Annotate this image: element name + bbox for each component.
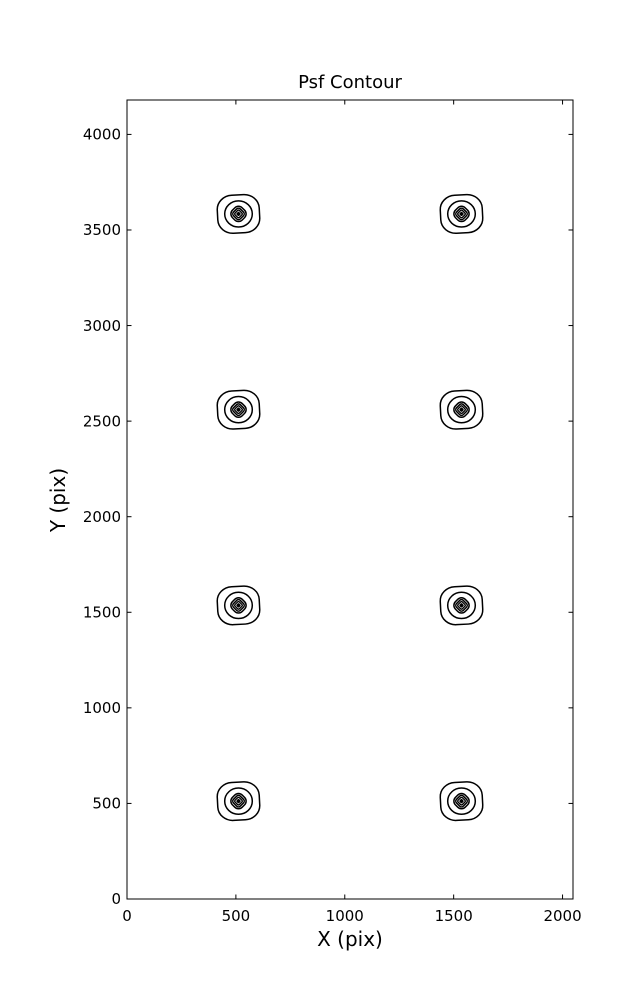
contour-ring [232,207,245,221]
contour-ring [223,591,254,620]
contour-ring [439,389,484,430]
contour-ring [223,395,254,424]
x-tick-label: 0 [122,907,132,925]
contour-ring [223,787,254,815]
contour-ring [216,585,261,626]
x-tick-label: 2000 [543,907,581,925]
contour-ring [457,796,466,806]
contour-ring [457,405,466,415]
psf-contour-blob [216,585,261,626]
contour-ring [455,403,468,417]
contour-ring [232,403,245,417]
psf-contour-blob [439,389,484,430]
psf-contour-blob [216,193,261,234]
psf-contour-blob [216,389,261,430]
contour-core [236,407,241,412]
y-tick-label: 4000 [83,126,121,144]
contour-ring [455,794,468,808]
contour-ring [234,796,243,806]
contour-ring [453,401,470,419]
y-tick-label: 1000 [83,699,121,717]
y-tick-label: 1500 [83,603,121,621]
contour-ring [439,193,484,234]
contour-ring [439,781,484,822]
contour-ring [230,205,247,223]
contour-ring [234,209,243,219]
contour-ring [453,792,470,810]
contour-core [459,211,464,217]
contour-ring [457,601,466,610]
x-tick-label: 500 [222,907,251,925]
contour-ring [446,787,477,815]
plot-frame [126,99,574,900]
psf-contour-blob [439,781,484,822]
y-tick-label: 3500 [83,221,121,239]
contour-ring [216,193,261,234]
contour-ring [230,401,247,419]
contour-ring [446,591,477,620]
contour-ring [230,792,247,810]
contour-ring [446,395,477,424]
x-tick-label: 1500 [435,907,473,925]
contour-ring [230,597,247,614]
contour-ring [446,200,477,228]
contour-core [236,798,241,804]
psf-contour-blob [439,193,484,234]
contour-core [459,603,464,608]
contour-ring [453,597,470,614]
contour-core [236,211,241,217]
contour-ring [234,601,243,610]
contour-ring [232,598,245,612]
y-axis-label: Y (pix) [46,467,70,533]
contour-ring [232,794,245,808]
x-axis-label: X (pix) [317,927,383,951]
psf-contour-blob [439,585,484,626]
contour-ring [457,209,466,219]
contour-ring [439,585,484,626]
contour-ring [455,598,468,612]
contour-ring [223,200,254,228]
contour-ring [216,389,261,430]
contour-ring [216,781,261,822]
y-tick-label: 0 [111,890,121,908]
x-tick-label: 1000 [326,907,364,925]
y-tick-label: 2500 [83,412,121,430]
contour-core [236,603,241,608]
y-tick-label: 2000 [83,508,121,526]
contour-ring [455,207,468,221]
y-tick-label: 500 [92,795,121,813]
contour-ring [234,405,243,415]
contour-core [459,407,464,412]
y-tick-label: 3000 [83,317,121,335]
contour-core [459,798,464,804]
psf-contour-blob [216,781,261,822]
contour-ring [453,205,470,223]
chart-title: Psf Contour [298,72,402,93]
